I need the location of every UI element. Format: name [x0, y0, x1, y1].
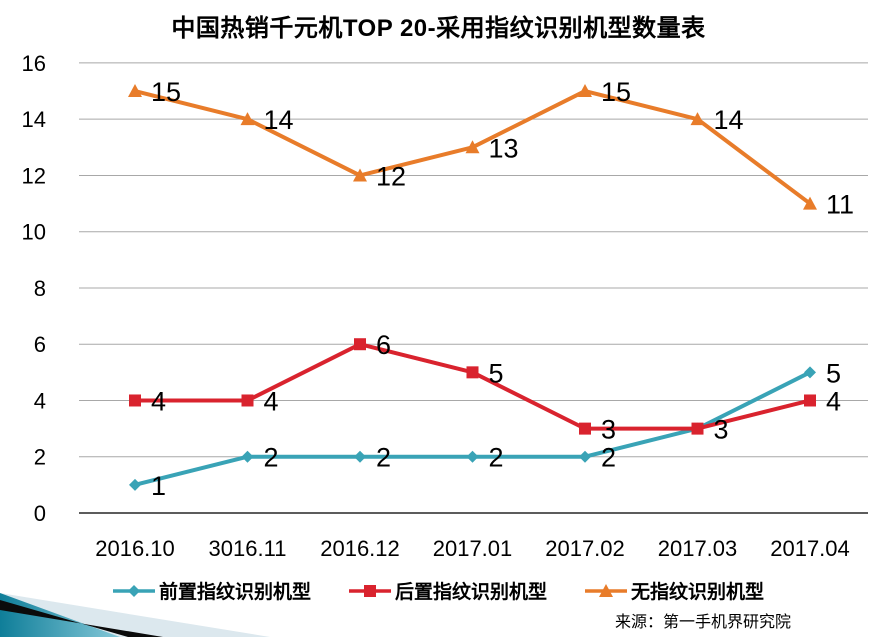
data-point-marker [578, 84, 592, 98]
x-tick-label: 3016.11 [209, 536, 287, 561]
data-point-marker [690, 112, 705, 126]
y-tick-label: 2 [34, 445, 46, 470]
series-line [133, 370, 812, 487]
data-point-marker [354, 338, 366, 351]
data-label: 14 [264, 105, 294, 135]
data-label: 2 [601, 443, 616, 473]
data-point-marker [465, 140, 480, 154]
data-label: 1 [151, 471, 166, 501]
series-line [133, 342, 812, 431]
data-point-marker [241, 450, 254, 463]
data-point-marker [363, 584, 376, 597]
legend-label: 无指纹识别机型 [631, 582, 765, 603]
data-label: 4 [826, 386, 841, 416]
data-label: 5 [489, 358, 504, 388]
y-tick-label: 4 [34, 388, 46, 413]
legend-item-front-fingerprint: 前置指纹识别机型 [112, 577, 311, 604]
data-label: 13 [489, 133, 519, 163]
legend-item-rear-fingerprint: 后置指纹识别机型 [348, 577, 547, 604]
data-label: 3 [714, 415, 729, 445]
data-point-marker [129, 394, 141, 407]
data-label: 6 [376, 330, 391, 360]
legend-item-no-fingerprint: 无指纹识别机型 [585, 577, 764, 604]
data-label: 2 [264, 443, 279, 473]
data-point-marker [240, 112, 255, 126]
data-label: 2 [489, 443, 504, 473]
y-tick-label: 14 [22, 107, 46, 132]
data-label: 2 [376, 443, 391, 473]
data-label: 11 [826, 190, 854, 220]
data-point-marker [128, 84, 142, 98]
x-tick-label: 2017.03 [658, 536, 738, 561]
data-point-marker [804, 366, 816, 379]
data-point-marker [354, 450, 366, 463]
data-point-marker [353, 168, 367, 182]
data-point-marker [804, 394, 816, 407]
y-tick-label: 10 [22, 220, 46, 245]
x-tick-label: 2017.04 [770, 536, 850, 561]
x-tick-label: 2016.10 [95, 536, 175, 561]
x-tick-label: 2017.01 [433, 536, 513, 561]
data-label: 12 [376, 161, 406, 191]
y-tick-label: 12 [22, 163, 46, 188]
data-point-marker [466, 450, 479, 463]
data-label: 4 [264, 386, 279, 416]
source-note: 来源：第一手机界研究院 [614, 614, 791, 631]
data-point-marker [579, 450, 591, 463]
x-tick-label: 2016.12 [320, 536, 400, 561]
data-point-marker [127, 584, 140, 597]
y-tick-label: 6 [34, 332, 46, 357]
data-point-marker [691, 422, 704, 435]
legend-marker-square-icon [348, 584, 391, 597]
chart-title: 中国热销千元机TOP 20-采用指纹识别机型数量表 [171, 15, 706, 42]
y-tick-label: 8 [34, 276, 46, 301]
data-label: 3 [601, 415, 616, 445]
corner-decoration [0, 593, 270, 637]
data-point-marker [803, 196, 817, 210]
data-point-marker [599, 583, 613, 597]
y-tick-label: 0 [34, 501, 46, 526]
data-label: 4 [151, 386, 166, 416]
data-point-marker [466, 366, 479, 379]
chart-legend: 前置指纹识别机型 后置指纹识别机型 无指纹识别机型 [0, 577, 877, 604]
y-tick-label: 16 [22, 51, 46, 76]
data-point-marker [241, 394, 254, 407]
data-label: 5 [826, 358, 841, 388]
legend-label: 后置指纹识别机型 [394, 582, 547, 603]
legend-label: 前置指纹识别机型 [158, 582, 311, 603]
data-point-marker [579, 422, 591, 435]
data-label: 15 [601, 77, 631, 107]
legend-marker-triangle-icon [585, 583, 627, 597]
x-tick-label: 2017.02 [545, 536, 625, 561]
legend-marker-diamond-icon [112, 584, 155, 597]
data-label: 15 [151, 77, 181, 107]
data-point-marker [129, 478, 141, 491]
data-label: 14 [714, 105, 744, 135]
